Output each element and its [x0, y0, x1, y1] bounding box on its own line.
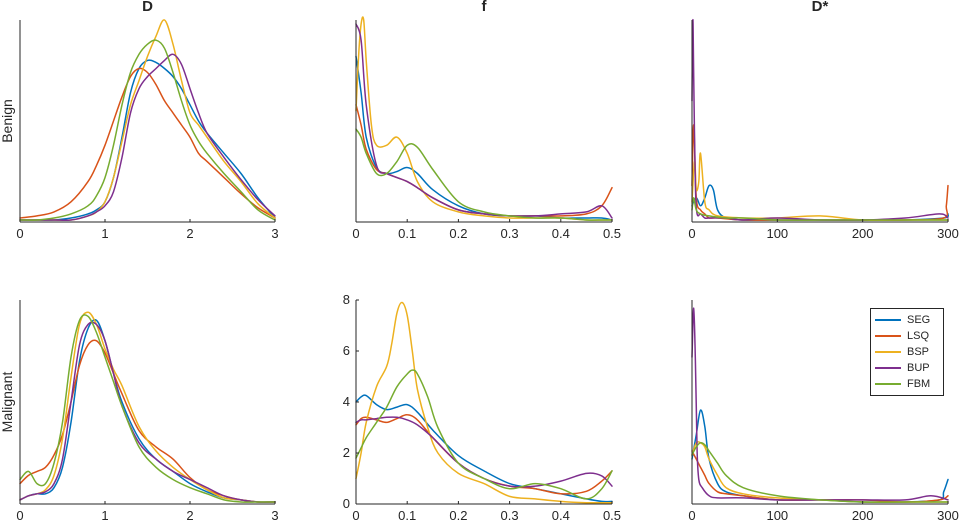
x-tick-label: 100 — [766, 508, 788, 523]
legend-swatch-icon — [875, 351, 901, 353]
x-tick-label: 0.3 — [501, 226, 519, 241]
series-line-bsp — [355, 16, 613, 221]
series-line-bup — [691, 19, 949, 221]
x-tick-label: 0 — [688, 508, 695, 523]
y-tick-label: 4 — [343, 394, 350, 409]
x-tick-label: 1 — [101, 508, 108, 523]
x-tick-label: 0.2 — [449, 226, 467, 241]
x-tick-label: 0 — [688, 226, 695, 241]
legend-item: FBM — [875, 376, 939, 392]
y-tick-label: 2 — [343, 445, 350, 460]
row-label: Malignant — [0, 372, 15, 433]
x-tick-label: 2 — [186, 508, 193, 523]
panel-title: D — [142, 0, 153, 15]
panel-6: 0 100 200 300 — [688, 300, 959, 523]
legend-item: BUP — [875, 360, 939, 376]
x-tick-label: 0.4 — [552, 226, 570, 241]
x-tick-label: 300 — [937, 508, 959, 523]
x-tick-label: 0.2 — [449, 508, 467, 523]
series-line-lsq — [355, 104, 613, 217]
panel-1: 0 1 2 3 D Benign — [0, 0, 279, 241]
series-line-lsq — [691, 450, 949, 503]
series-line-seg — [355, 394, 613, 503]
series-line-lsq — [691, 124, 949, 221]
x-tick-label: 0 — [16, 508, 23, 523]
y-tick-label: 0 — [343, 496, 350, 511]
series-line-lsq — [19, 67, 276, 219]
panel-3: 0 100 200 300 D* — [688, 0, 958, 241]
panel-title: f — [482, 0, 488, 15]
panel-4: 0 1 2 3 Malignant — [0, 300, 279, 523]
legend: SEG LSQ BSP BUP FBM — [870, 308, 944, 396]
legend-item: BSP — [875, 344, 939, 360]
x-tick-label: 0 — [352, 508, 359, 523]
legend-item: SEG — [875, 312, 939, 328]
x-tick-label: 0.3 — [501, 508, 519, 523]
x-tick-label: 200 — [852, 226, 874, 241]
x-tick-label: 0.4 — [552, 508, 570, 523]
x-tick-label: 0.5 — [603, 226, 621, 241]
series-line-fbm — [19, 39, 276, 221]
series-line-fbm — [691, 197, 949, 221]
y-tick-label: 6 — [343, 343, 350, 358]
x-tick-label: 0.1 — [398, 226, 416, 241]
series-line-bup — [355, 416, 613, 488]
x-tick-label: 300 — [937, 226, 959, 241]
series-line-bup — [19, 53, 276, 222]
legend-swatch-icon — [875, 319, 901, 321]
legend-label: BUP — [907, 362, 930, 374]
x-tick-label: 200 — [852, 508, 874, 523]
series-line-bsp — [19, 311, 276, 503]
x-tick-label: 100 — [766, 226, 788, 241]
panel-2: 0 0.1 0.2 0.3 0.4 0.5 f — [352, 0, 621, 241]
legend-item: LSQ — [875, 328, 939, 344]
x-tick-label: 1 — [101, 226, 108, 241]
legend-label: LSQ — [907, 330, 930, 342]
legend-label: BSP — [907, 346, 930, 358]
panel-5: 0 0.1 0.2 0.3 0.4 0.5 0 2 4 6 8 — [343, 292, 621, 523]
legend-swatch-icon — [875, 335, 901, 337]
series-line-bsp — [691, 152, 949, 222]
legend-label: FBM — [907, 378, 931, 390]
series-line-seg — [691, 184, 949, 221]
x-tick-label: 0.1 — [398, 508, 416, 523]
series-line-lsq — [19, 339, 276, 503]
x-tick-label: 2 — [186, 226, 193, 241]
x-tick-label: 3 — [271, 508, 278, 523]
series-line-bup — [355, 23, 613, 219]
row-label: Benign — [0, 99, 15, 143]
series-line-bup — [19, 321, 276, 503]
series-line-fbm — [19, 314, 276, 503]
panel-title: D* — [812, 0, 829, 15]
x-tick-label: 0.5 — [603, 508, 621, 523]
legend-swatch-icon — [875, 383, 901, 385]
x-tick-label: 3 — [271, 226, 278, 241]
x-tick-label: 0 — [352, 226, 359, 241]
legend-label: SEG — [907, 314, 931, 326]
series-line-bup — [691, 307, 949, 501]
series-line-bsp — [355, 301, 613, 504]
series-line-lsq — [355, 414, 613, 495]
series-line-fbm — [355, 128, 613, 221]
x-tick-label: 0 — [16, 226, 23, 241]
series-line-seg — [691, 409, 949, 503]
y-tick-label: 8 — [343, 292, 350, 307]
legend-swatch-icon — [875, 367, 901, 369]
series-line-seg — [19, 59, 276, 221]
series-line-fbm — [355, 369, 613, 500]
